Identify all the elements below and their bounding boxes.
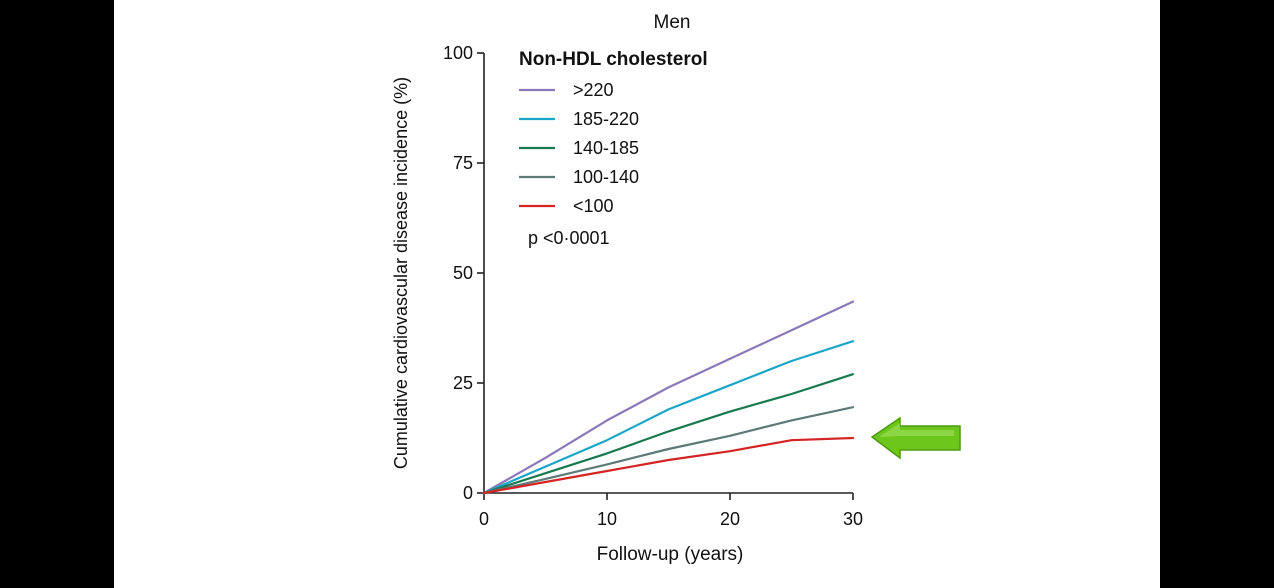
- y-tick-label: 75: [453, 153, 473, 173]
- y-tick-label: 50: [453, 263, 473, 283]
- figure-panel: Men 0 25 50 75 100 0 10 20 30 Follow-up (years) …: [114, 0, 1160, 588]
- axes: 0 25 50 75 100 0 10 20 30: [443, 43, 863, 529]
- chart-title: Men: [654, 12, 691, 33]
- series-line: [482, 406, 855, 495]
- x-tick-label: 10: [597, 509, 617, 529]
- legend-label: <100: [573, 196, 614, 216]
- legend-label: 100-140: [573, 167, 639, 187]
- p-value-annotation: p <0·0001: [528, 228, 610, 248]
- y-tick-label: 100: [443, 43, 473, 63]
- legend-label: >220: [573, 80, 614, 100]
- green-arrow-icon: [870, 416, 961, 460]
- series-line: [482, 340, 855, 495]
- legend: >220 185-220 140-185 100-140 <100: [519, 80, 639, 216]
- legend-title: Non-HDL cholesterol: [519, 49, 708, 70]
- x-tick-label: 20: [720, 509, 740, 529]
- series-line: [482, 300, 855, 495]
- series-line: [482, 373, 855, 495]
- series-line: [482, 436, 855, 495]
- y-axis-label: Cumulative cardiovascular disease incide…: [391, 77, 411, 469]
- series-lines: [482, 300, 855, 495]
- legend-label: 140-185: [573, 138, 639, 158]
- green-arrow-highlight: [879, 423, 954, 437]
- x-tick-label: 30: [843, 509, 863, 529]
- legend-label: 185-220: [573, 109, 639, 129]
- y-tick-label: 25: [453, 373, 473, 393]
- y-tick-label: 0: [463, 483, 473, 503]
- x-tick-label: 0: [479, 509, 489, 529]
- x-axis-label: Follow-up (years): [597, 544, 744, 565]
